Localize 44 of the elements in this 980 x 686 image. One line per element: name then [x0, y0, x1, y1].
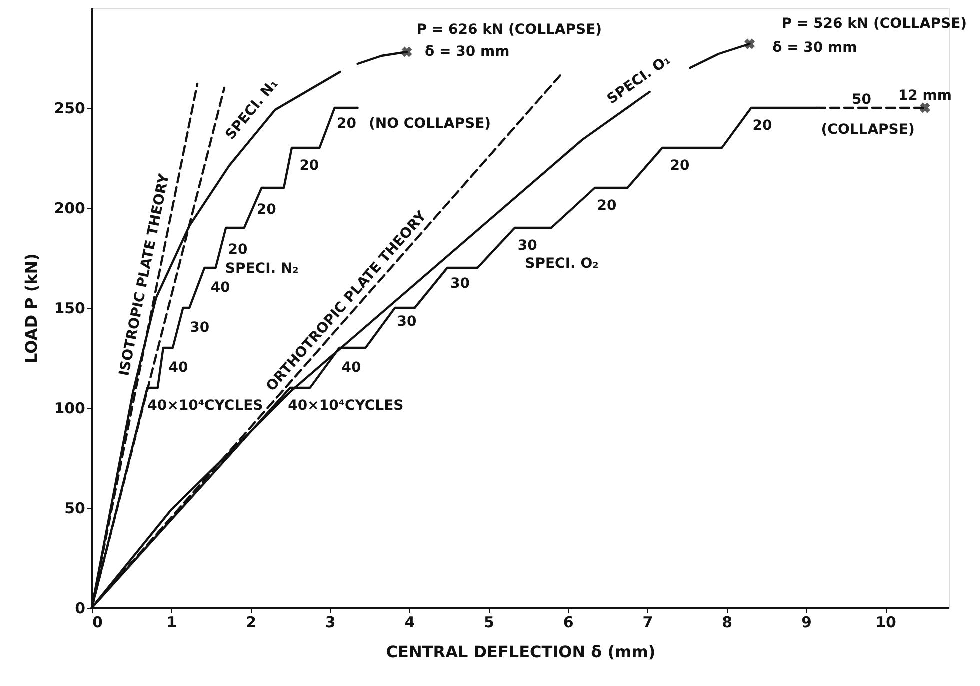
annotation: 20 — [256, 202, 277, 218]
series-label: SPECI. O₂ — [525, 256, 599, 272]
x-tick-label: 3 — [325, 614, 336, 632]
y-tick-label: 100 — [54, 400, 86, 418]
y-tick-label: 0 — [75, 600, 86, 618]
annotation: P = 626 kN (COLLAPSE) — [416, 22, 602, 38]
annotation: 30 — [518, 238, 538, 254]
x-tick-label: 2 — [246, 614, 256, 632]
x-axis-title: CENTRAL DEFLECTION δ (mm) — [386, 642, 656, 662]
annotation: 40×10⁴CYCLES — [148, 398, 264, 414]
annotation: 20 — [336, 116, 357, 132]
annotation: 12 mm — [898, 88, 952, 104]
annotation: 40×10⁴CYCLES — [288, 398, 404, 414]
x-tick-label: 4 — [404, 614, 416, 632]
x-tick-label: 1 — [166, 614, 178, 632]
x-tick-label: 5 — [484, 614, 494, 632]
annotation: 30 — [397, 314, 418, 330]
annotation: P = 526 kN (COLLAPSE) — [782, 16, 968, 32]
annotation: 20 — [670, 158, 690, 174]
x-tick-label: 9 — [801, 614, 812, 632]
annotation: 30 — [450, 276, 470, 292]
x-tick-label: 8 — [722, 614, 733, 632]
series-label: SPECI. N₂ — [225, 261, 299, 277]
annotation: (COLLAPSE) — [821, 122, 915, 138]
y-axis-title: LOAD P (kN) — [22, 254, 42, 364]
y-tick-label: 50 — [64, 500, 86, 518]
annotation: 30 — [190, 320, 210, 336]
annotation: 50 — [852, 92, 872, 108]
x-tick-label: 7 — [642, 614, 654, 632]
y-tick-label: 200 — [54, 200, 86, 218]
annotation: 20 — [752, 118, 773, 134]
annotation: δ = 30 mm — [425, 44, 510, 60]
annotation: 20 — [597, 198, 617, 214]
annotation: 20 — [300, 158, 320, 174]
annotation: 20 — [228, 242, 248, 258]
annotation: 40 — [168, 360, 188, 376]
x-tick-label: 0 — [92, 614, 103, 632]
annotation: (NO COLLAPSE) — [369, 116, 492, 132]
annotation: 40 — [210, 280, 231, 296]
x-tick-label: 10 — [876, 614, 896, 632]
x-tick-label: 6 — [563, 614, 574, 632]
annotation: δ = 30 mm — [772, 40, 858, 56]
y-tick-label: 150 — [54, 300, 86, 318]
y-tick-label: 250 — [54, 100, 86, 118]
